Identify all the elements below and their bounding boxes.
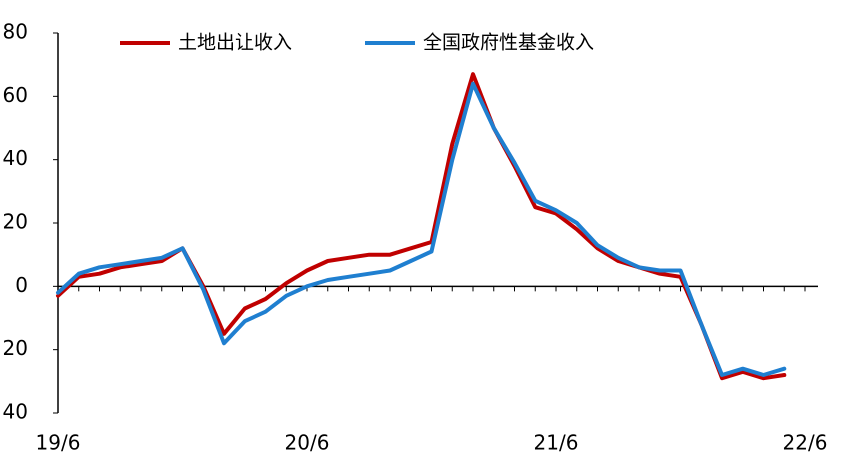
line — [56, 72, 787, 381]
y-tick-label: 60 — [3, 83, 28, 107]
y-tick-label: 0 — [15, 273, 28, 297]
x-tick-label: 19/6 — [36, 431, 81, 455]
y-tick-label: 20 — [3, 210, 28, 234]
x-tick-label: 22/6 — [783, 431, 828, 455]
line — [56, 81, 787, 377]
x-tick-label: 21/6 — [534, 431, 579, 455]
y-tick-label: 80 — [3, 20, 28, 44]
y-tick-label: 40 — [3, 146, 28, 170]
y-tick-label: 20 — [3, 336, 28, 360]
legend-label: 土地出让收入 — [178, 32, 292, 54]
legend-label: 全国政府性基金收入 — [423, 32, 594, 54]
y-tick-label: 40 — [3, 400, 28, 424]
x-tick-label: 20/6 — [285, 431, 330, 455]
